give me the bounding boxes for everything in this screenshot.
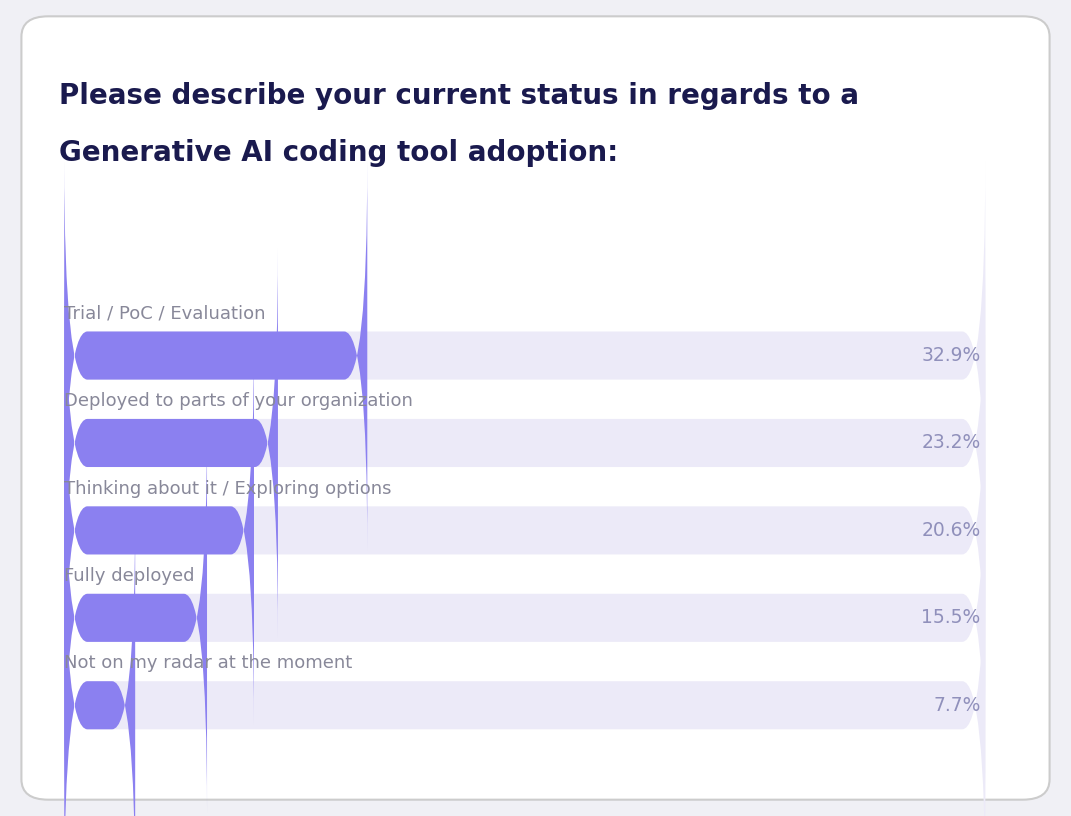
Text: Thinking about it / Exploring options: Thinking about it / Exploring options (64, 480, 392, 498)
Text: Generative AI coding tool adoption:: Generative AI coding tool adoption: (59, 139, 618, 166)
Text: 7.7%: 7.7% (933, 696, 981, 715)
Text: Trial / PoC / Evaluation: Trial / PoC / Evaluation (64, 304, 266, 323)
FancyBboxPatch shape (64, 511, 135, 816)
FancyBboxPatch shape (64, 424, 985, 813)
Text: Not on my radar at the moment: Not on my radar at the moment (64, 654, 352, 672)
Text: Fully deployed: Fully deployed (64, 567, 195, 585)
Text: 15.5%: 15.5% (921, 609, 981, 628)
Text: 20.6%: 20.6% (921, 521, 981, 540)
Text: 32.9%: 32.9% (921, 346, 981, 365)
FancyBboxPatch shape (64, 511, 985, 816)
FancyBboxPatch shape (64, 336, 985, 725)
FancyBboxPatch shape (64, 161, 367, 550)
FancyBboxPatch shape (21, 16, 1050, 800)
FancyBboxPatch shape (64, 248, 985, 637)
FancyBboxPatch shape (64, 161, 985, 550)
Text: Deployed to parts of your organization: Deployed to parts of your organization (64, 392, 413, 410)
FancyBboxPatch shape (64, 248, 278, 637)
FancyBboxPatch shape (64, 336, 254, 725)
Text: Please describe your current status in regards to a: Please describe your current status in r… (59, 82, 859, 109)
FancyBboxPatch shape (64, 424, 207, 813)
Text: 23.2%: 23.2% (921, 433, 981, 452)
